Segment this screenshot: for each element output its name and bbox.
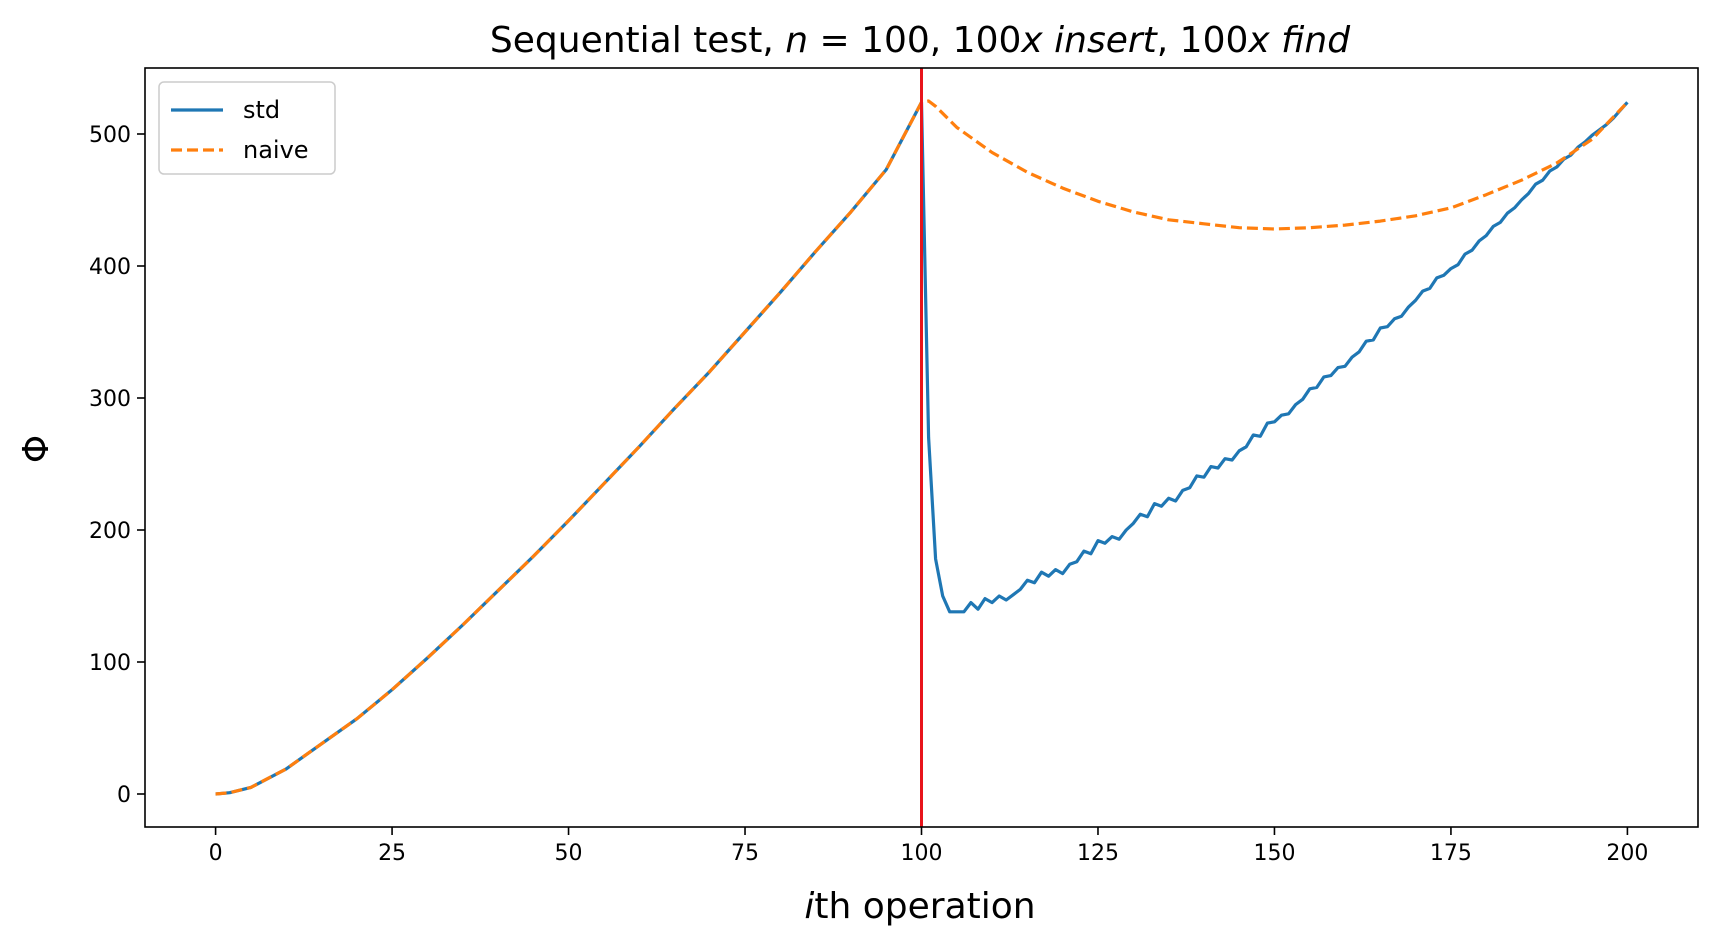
x-tick-label: 0 xyxy=(209,841,223,866)
chart-title-part: = 100, 100 xyxy=(808,20,1021,61)
y-axis-label: Φ xyxy=(16,435,57,463)
y-tick-label: 300 xyxy=(89,387,131,412)
x-tick-label: 100 xyxy=(901,841,943,866)
y-tick-label: 500 xyxy=(89,123,131,148)
x-tick-label: 125 xyxy=(1077,841,1119,866)
legend-label-naive: naive xyxy=(243,136,309,164)
x-axis: 0 25 50 75 100 125 150 175 200 xyxy=(209,827,1648,866)
y-tick-label: 200 xyxy=(89,519,131,544)
x-tick-label: 50 xyxy=(555,841,583,866)
x-axis-label-part: th operation xyxy=(814,886,1035,927)
x-tick-label: 150 xyxy=(1253,841,1295,866)
chart-title-part: x insert xyxy=(1020,20,1158,61)
y-tick-label: 100 xyxy=(89,651,131,676)
y-tick-label: 0 xyxy=(117,783,131,808)
chart-title-part: n xyxy=(785,20,808,61)
series-line-naive xyxy=(215,99,1629,796)
x-tick-label: 25 xyxy=(378,841,406,866)
legend: std naive xyxy=(158,81,336,175)
chart-title: Sequential test, n = 100, 100x insert, 1… xyxy=(490,20,1351,61)
x-tick-label: 75 xyxy=(731,841,759,866)
y-tick-label: 400 xyxy=(89,255,131,280)
y-axis: 0 100 200 300 400 500 xyxy=(89,123,145,808)
x-axis-label-part: i xyxy=(804,886,814,927)
chart-title-part: Sequential test, xyxy=(490,20,785,61)
legend-label-std: std xyxy=(243,96,280,124)
x-tick-label: 175 xyxy=(1430,841,1472,866)
chart-title-part: x find xyxy=(1247,20,1351,61)
chart-title-part: , 100 xyxy=(1157,20,1249,61)
x-tick-label: 200 xyxy=(1606,841,1648,866)
x-axis-label: ith operation xyxy=(804,886,1035,927)
